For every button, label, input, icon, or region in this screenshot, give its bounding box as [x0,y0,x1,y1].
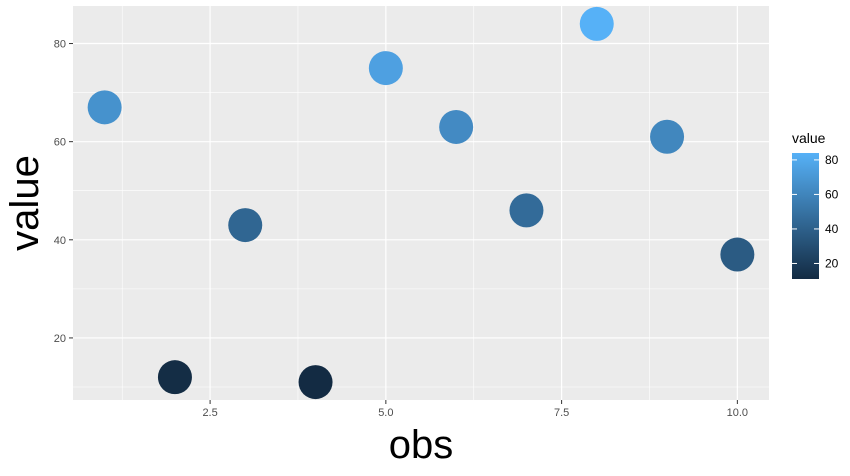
data-point [650,119,685,154]
data-point [509,193,544,228]
data-point [228,208,263,243]
y-tick-label: 40 [54,235,66,247]
y-tick-label: 80 [54,39,66,51]
y-axis-title: value [3,155,47,251]
data-point [157,360,192,395]
x-axis-title: obs [389,423,454,467]
y-tick-label: 60 [54,137,66,149]
data-points [87,6,755,400]
data-point [720,237,755,272]
y-axis-ticks: 20 40 60 80 [54,39,73,345]
legend-tick-label: 40 [825,222,839,236]
legend-tick-label: 60 [825,187,839,201]
x-axis-ticks: 2.5 5.0 7.5 10.0 [202,400,748,419]
x-tick-label: 5.0 [378,407,393,419]
data-point [298,365,333,400]
data-point [368,51,403,86]
x-tick-label: 2.5 [202,407,217,419]
data-point [579,6,614,41]
plot-panel [73,6,769,400]
legend-ticks: 20 40 60 80 [792,153,839,270]
color-legend: value 20 40 60 80 [792,130,839,279]
y-tick-label: 20 [54,333,66,345]
legend-title: value [792,130,826,146]
x-tick-label: 7.5 [554,407,569,419]
grid-lines [73,6,769,400]
data-point [439,109,474,144]
legend-tick-label: 80 [825,153,839,167]
legend-tick-label: 20 [825,256,839,270]
data-point [87,90,122,125]
x-tick-label: 10.0 [727,407,748,419]
legend-colorbar [792,153,819,279]
